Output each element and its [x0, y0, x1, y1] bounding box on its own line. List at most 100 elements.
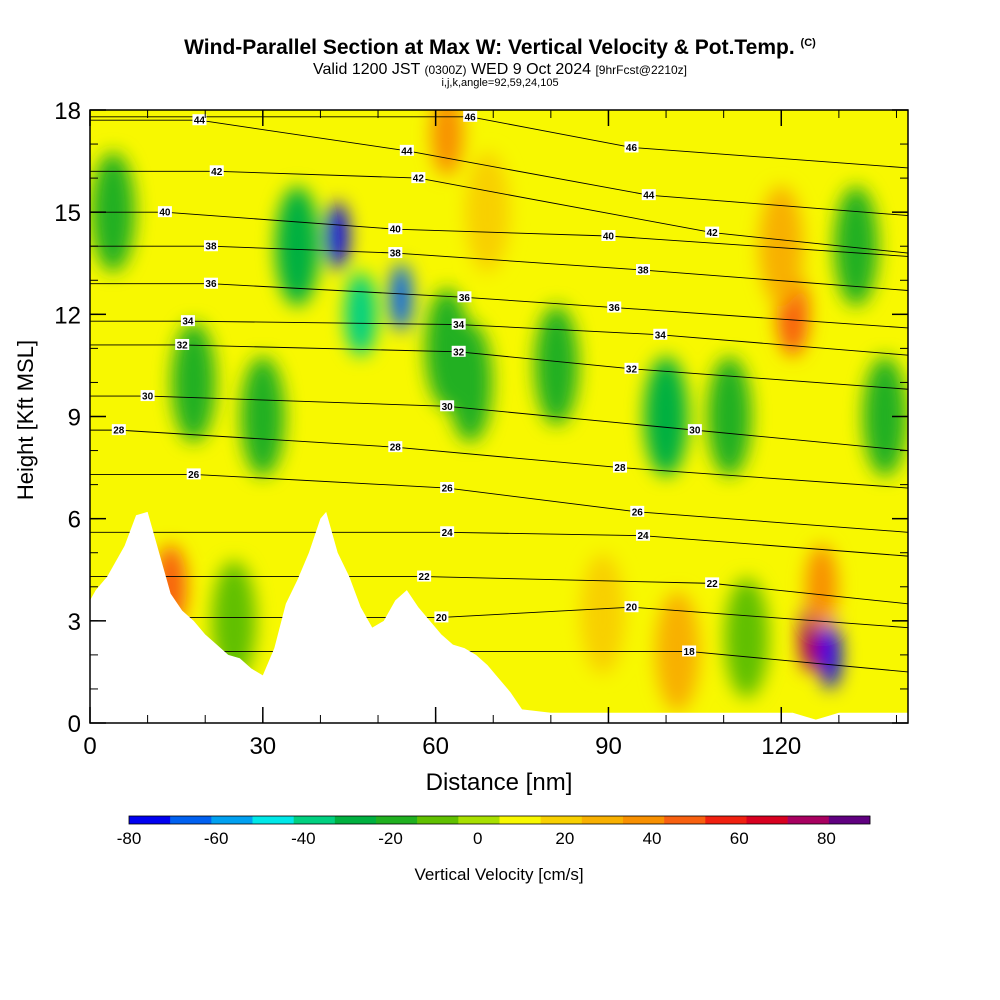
vertical-velocity-cell-5: [644, 356, 689, 477]
svg-text:44: 44: [194, 116, 206, 127]
colorbar-swatch: [623, 816, 665, 824]
isentrope-label: 20: [434, 611, 449, 624]
x-tick-label: 120: [761, 733, 801, 760]
colorbar-tick-label: -40: [291, 829, 316, 848]
svg-text:38: 38: [205, 242, 217, 253]
colorbar-tick-label: 0: [473, 829, 482, 848]
grid-indices: i,j,k,angle=92,59,24,105: [441, 77, 559, 89]
svg-text:36: 36: [205, 279, 217, 290]
svg-text:40: 40: [390, 225, 402, 236]
svg-text:30: 30: [442, 402, 454, 413]
svg-text:36: 36: [609, 303, 621, 314]
colorbar-tick-label: -60: [204, 829, 229, 848]
colorbar-tick-label: 60: [730, 829, 749, 848]
vertical-velocity-cell-1: [390, 263, 413, 332]
colorbar-swatch: [540, 816, 583, 824]
isentrope-label: 30: [140, 390, 155, 403]
svg-text:30: 30: [142, 392, 154, 403]
colorbar-swatch: [417, 816, 459, 824]
vertical-velocity-cell-19: [275, 186, 320, 307]
colorbar-swatch: [746, 816, 788, 824]
isentrope-label: 32: [175, 338, 190, 351]
isentrope-label: 40: [157, 206, 172, 219]
vertical-velocity-cell-21: [171, 322, 216, 443]
x-tick-label: 90: [595, 733, 622, 760]
svg-text:24: 24: [637, 531, 649, 542]
colorbar-tick-label: 20: [555, 829, 574, 848]
colorbar-swatch: [499, 816, 541, 824]
vertical-velocity-cell-6: [707, 356, 752, 477]
y-tick-label: 3: [68, 609, 81, 636]
isentrope-label: 46: [624, 141, 639, 154]
svg-text:26: 26: [442, 484, 454, 495]
isentrope-label: 38: [636, 264, 651, 277]
svg-text:46: 46: [626, 143, 638, 154]
isentrope-label: 22: [417, 570, 432, 583]
isentrope-label: 20: [624, 601, 639, 614]
isentrope-label: 42: [209, 165, 224, 178]
svg-text:20: 20: [626, 603, 638, 614]
isentrope-label: 36: [607, 301, 622, 314]
vertical-velocity-cell-4: [448, 322, 493, 443]
valid-date: WED 9 Oct 2024: [470, 61, 591, 78]
vertical-velocity-cell-22: [240, 356, 285, 477]
colorbar-swatch: [170, 816, 212, 824]
svg-text:24: 24: [442, 528, 454, 539]
y-tick-label: 0: [68, 711, 81, 738]
colorbar-label: Vertical Velocity [cm/s]: [414, 865, 583, 884]
forecast-info: [9hrFcst@2210z]: [595, 63, 688, 77]
x-tick-label: 30: [249, 733, 276, 760]
isentrope-label: 44: [399, 144, 414, 157]
colorbar-tick-label: -80: [117, 829, 142, 848]
svg-text:28: 28: [614, 463, 626, 474]
colorbar-swatch: [334, 816, 377, 824]
svg-text:26: 26: [632, 507, 644, 518]
x-tick-label: 60: [422, 733, 449, 760]
svg-text:36: 36: [459, 293, 471, 304]
x-tick-label: 0: [83, 733, 96, 760]
isentrope-label: 28: [111, 424, 126, 437]
isentrope-label: 38: [203, 240, 218, 253]
isentrope-label: 28: [388, 441, 403, 454]
isentrope-label: 40: [601, 230, 616, 243]
svg-text:34: 34: [182, 317, 194, 328]
isentrope-46: [90, 116, 908, 169]
vertical-velocity-cell-7: [534, 305, 579, 426]
svg-text:18: 18: [684, 647, 696, 658]
vertical-velocity-cell-15: [465, 152, 510, 273]
svg-text:30: 30: [689, 426, 701, 437]
valid-time: Valid 1200 JST: [312, 61, 421, 78]
colorbar-tick-label: 40: [643, 829, 662, 848]
colorbar-swatch: [376, 816, 418, 824]
isentrope-label: 28: [612, 461, 627, 474]
svg-text:20: 20: [436, 613, 448, 624]
isentrope-label: 42: [411, 172, 426, 185]
svg-text:42: 42: [413, 174, 425, 185]
svg-text:44: 44: [401, 146, 413, 157]
vertical-velocity-cell-2: [344, 272, 377, 357]
colorbar-swatch: [129, 816, 171, 824]
colorbar-swatch: [293, 816, 336, 824]
isentrope-label: 34: [451, 318, 466, 331]
svg-text:34: 34: [655, 330, 667, 341]
colorbar-swatch: [458, 816, 500, 824]
y-tick-label: 18: [54, 98, 81, 125]
svg-text:22: 22: [419, 572, 431, 583]
isentrope-20: [90, 606, 908, 629]
y-tick-label: 12: [54, 302, 81, 329]
colorbar-tick-label: -20: [378, 829, 403, 848]
isentrope-label: 44: [641, 189, 656, 202]
vertical-velocity-cell-25: [834, 186, 879, 307]
isentrope-label: 24: [636, 529, 651, 542]
svg-text:32: 32: [177, 340, 189, 351]
isentrope-label: 26: [630, 505, 645, 518]
chart-title: Wind-Parallel Section at Max W: Vertical…: [184, 36, 816, 59]
y-tick-label: 15: [54, 200, 81, 227]
terrain-mask: [90, 511, 908, 723]
vertical-velocity-cell-18: [580, 554, 625, 675]
y-axis-label: Height [Kft MSL]: [13, 340, 38, 500]
chart-subtitle: Valid 1200 JST (0300Z) WED 9 Oct 2024 [9…: [0, 61, 1000, 79]
copyright-mark: (C): [800, 37, 816, 49]
x-axis-label: Distance [nm]: [426, 769, 573, 796]
colorbar-swatch: [828, 816, 871, 824]
